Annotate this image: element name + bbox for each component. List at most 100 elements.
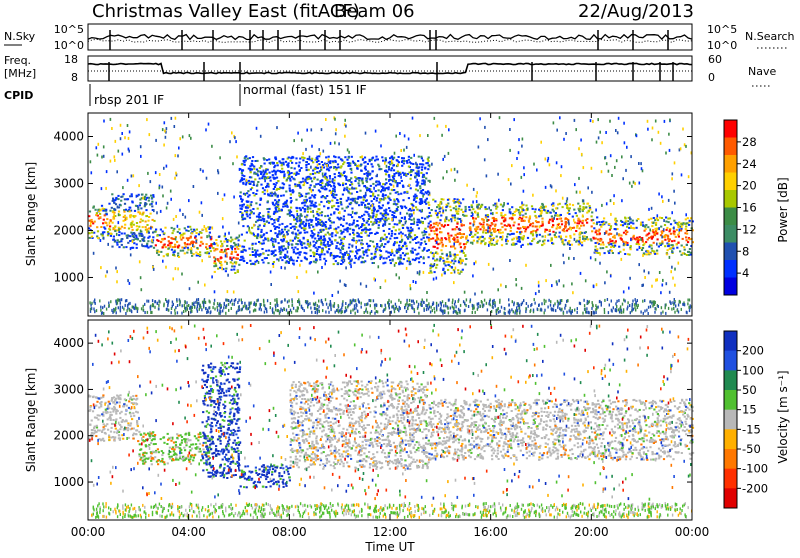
heatmap-cell xyxy=(357,198,359,200)
heatmap-cell xyxy=(497,229,499,231)
noise-cell xyxy=(510,211,512,214)
heatmap-cell xyxy=(412,259,414,261)
heatmap-cell xyxy=(404,234,406,236)
heatmap-cell xyxy=(384,243,386,245)
heatmap-cell xyxy=(418,175,420,177)
heatmap-cell xyxy=(231,269,233,271)
heatmap-cell xyxy=(246,262,248,264)
ground-scatter-cell xyxy=(355,299,356,302)
noise-cell xyxy=(509,128,511,131)
heatmap-cell xyxy=(333,263,335,265)
heatmap-cell xyxy=(577,203,579,205)
heatmap-cell xyxy=(127,242,129,244)
heatmap-cell xyxy=(400,257,402,259)
heatmap-cell xyxy=(481,241,483,243)
ground-scatter-cell xyxy=(407,307,408,310)
heatmap-cell xyxy=(225,252,227,254)
noise-cell xyxy=(306,219,308,222)
heatmap-cell xyxy=(500,223,502,225)
heatmap-cell xyxy=(391,230,393,232)
heatmap-cell xyxy=(318,214,320,216)
heatmap-cell xyxy=(277,218,279,220)
ground-scatter-cell xyxy=(561,299,562,302)
ground-scatter-cell xyxy=(391,311,392,314)
heatmap-cell xyxy=(423,249,425,251)
noise-cell xyxy=(90,160,92,163)
heatmap-cell xyxy=(130,214,132,216)
heatmap-cell xyxy=(274,194,276,196)
heatmap-cell xyxy=(281,164,283,166)
heatmap-cell xyxy=(457,233,459,235)
ground-scatter-cell xyxy=(186,301,187,304)
noise-cell xyxy=(502,235,504,238)
heatmap-cell xyxy=(537,241,539,243)
heatmap-cell xyxy=(188,230,190,232)
heatmap-cell xyxy=(424,228,426,230)
heatmap-cell xyxy=(579,236,581,238)
heatmap-cell xyxy=(437,243,439,245)
noise-cell xyxy=(177,267,179,270)
heatmap-cell xyxy=(436,235,438,237)
heatmap-cell xyxy=(661,240,663,242)
ground-scatter-cell xyxy=(182,304,183,307)
heatmap-cell xyxy=(493,230,495,232)
heatmap-cell xyxy=(439,203,441,205)
heatmap-cell xyxy=(256,254,258,256)
heatmap-cell xyxy=(290,201,292,203)
heatmap-cell xyxy=(336,245,338,247)
heatmap-cell xyxy=(249,165,251,167)
noise-cell xyxy=(385,223,387,226)
heatmap-cell xyxy=(496,236,498,238)
heatmap-cell xyxy=(257,228,259,230)
noise-cell xyxy=(344,259,346,262)
heatmap-cell xyxy=(319,191,321,193)
heatmap-cell xyxy=(404,216,406,218)
heatmap-cell xyxy=(494,228,496,230)
ground-scatter-cell xyxy=(531,303,532,306)
ground-scatter-cell xyxy=(238,299,239,302)
heatmap-cell xyxy=(201,229,203,231)
heatmap-cell xyxy=(174,244,176,246)
heatmap-cell xyxy=(371,253,373,255)
heatmap-cell xyxy=(239,205,241,207)
heatmap-cell xyxy=(391,214,393,216)
ground-scatter-cell xyxy=(101,312,102,315)
heatmap-cell xyxy=(348,164,350,166)
heatmap-cell xyxy=(233,269,235,271)
heatmap-cell xyxy=(653,242,655,244)
heatmap-cell xyxy=(277,164,279,166)
heatmap-cell xyxy=(464,255,466,257)
heatmap-cell xyxy=(269,176,271,178)
heatmap-cell xyxy=(363,199,365,201)
heatmap-cell xyxy=(465,258,467,260)
heatmap-cell xyxy=(384,234,386,236)
heatmap-cell xyxy=(532,222,534,224)
heatmap-cell xyxy=(657,238,659,240)
noise-cell xyxy=(110,160,112,163)
noise-cell xyxy=(199,211,201,214)
ground-scatter-cell xyxy=(123,308,124,311)
heatmap-cell xyxy=(626,231,628,233)
noise-cell xyxy=(274,192,276,195)
heatmap-cell xyxy=(335,161,337,163)
heatmap-cell xyxy=(283,245,285,247)
heatmap-cell xyxy=(528,220,530,222)
heatmap-cell xyxy=(463,252,465,254)
heatmap-cell xyxy=(184,227,186,229)
heatmap-cell xyxy=(578,227,580,229)
heatmap-cell xyxy=(150,195,152,197)
heatmap-cell xyxy=(402,172,404,174)
heatmap-cell xyxy=(447,224,449,226)
heatmap-cell xyxy=(579,211,581,213)
heatmap-cell xyxy=(264,237,266,239)
heatmap-cell xyxy=(114,240,116,242)
heatmap-cell xyxy=(248,168,250,170)
noise-cell xyxy=(538,290,540,293)
freq-left-tick-top: 18 xyxy=(64,53,78,66)
heatmap-cell xyxy=(256,169,258,171)
heatmap-cell xyxy=(359,177,361,179)
noise-cell xyxy=(393,185,395,188)
heatmap-cell xyxy=(641,249,643,251)
heatmap-cell xyxy=(543,209,545,211)
